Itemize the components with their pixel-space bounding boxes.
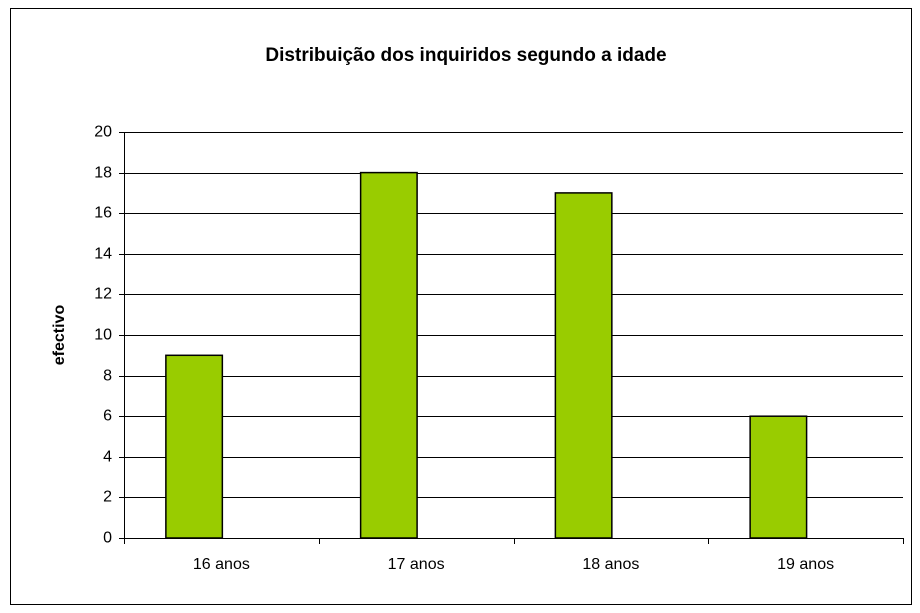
y-tick-label: 10: [94, 327, 112, 344]
y-tick-label: 16: [94, 205, 112, 222]
x-tick-label: 18 anos: [582, 556, 639, 573]
y-tick-label: 20: [94, 124, 112, 141]
y-tick-label: 14: [94, 246, 112, 263]
x-tick-label: 17 anos: [388, 556, 445, 573]
y-tick-label: 4: [103, 449, 112, 466]
x-tick-label: 16 anos: [193, 556, 250, 573]
y-tick-label: 6: [103, 408, 112, 425]
y-tick-label: 2: [103, 489, 112, 506]
bar: [165, 354, 224, 539]
bar: [554, 192, 613, 539]
y-tick-label: 12: [94, 286, 112, 303]
chart-title: Distribuição dos inquiridos segundo a id…: [265, 45, 666, 66]
bar: [359, 171, 418, 539]
y-axis-label: efectivo: [51, 305, 68, 366]
y-tick-label: 8: [103, 368, 112, 385]
x-tick-label: 19 anos: [777, 556, 834, 573]
y-tick-label: 18: [94, 165, 112, 182]
y-tick-label: 0: [103, 530, 112, 547]
bar: [749, 415, 808, 539]
